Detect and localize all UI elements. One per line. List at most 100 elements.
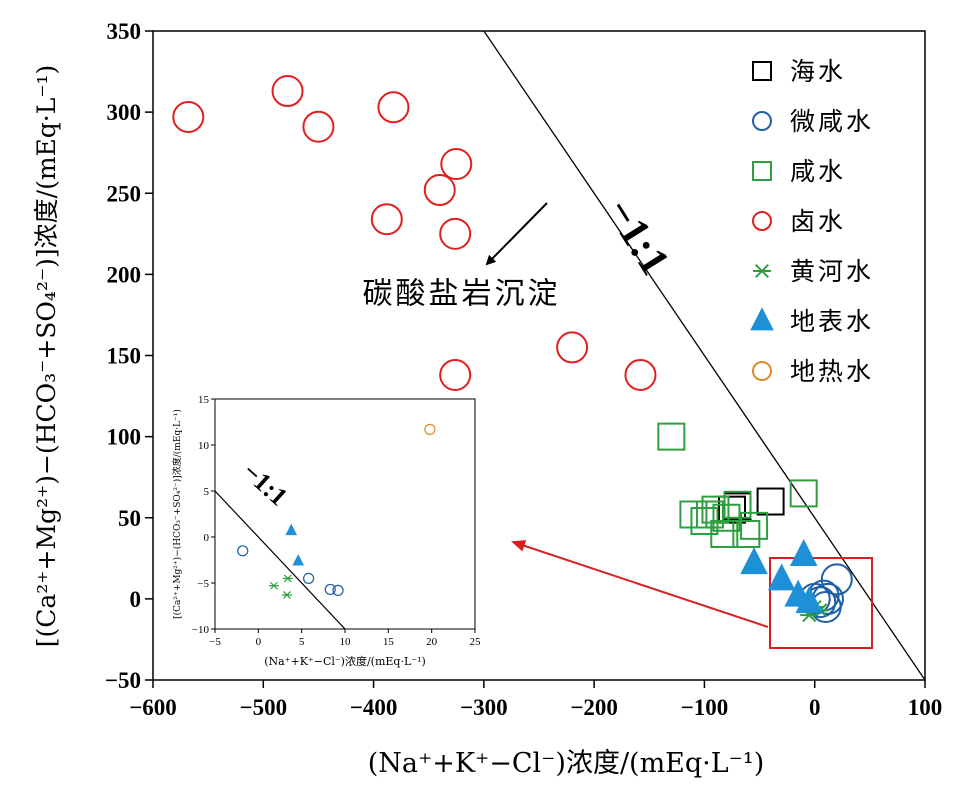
legend-marker	[752, 161, 772, 181]
inset-x-tick-label: 10	[340, 636, 352, 648]
inset-plot-area	[214, 398, 476, 630]
legend-label: 咸水	[790, 157, 846, 186]
x-tick-label: −200	[570, 695, 618, 720]
data-point	[439, 217, 472, 250]
inset-x-tick-label: −5	[209, 636, 221, 648]
main-data-points	[172, 75, 853, 623]
data-point	[302, 110, 335, 143]
x-tick-label: −500	[239, 695, 287, 720]
legend-label: 卤水	[790, 207, 846, 236]
x-tick-label: 100	[908, 695, 943, 720]
inset-data-point	[332, 584, 344, 596]
x-tick-label: −600	[129, 695, 177, 720]
data-point	[789, 539, 818, 567]
inset-x-tick-label: 25	[470, 636, 482, 648]
legend-label: 地表水	[790, 307, 874, 336]
data-point	[795, 586, 824, 614]
legend-marker	[752, 211, 772, 231]
data-point	[710, 519, 739, 548]
x-tick-label: −400	[350, 695, 398, 720]
inset-y-tick-label: 15	[198, 394, 210, 406]
inset-data-point	[268, 581, 279, 590]
y-tick-label: 150	[107, 344, 142, 369]
legend-marker	[752, 111, 772, 131]
legend-marker	[752, 361, 772, 381]
zoom-box	[769, 557, 873, 649]
legend-label: 黄河水	[790, 257, 874, 286]
y-tick-label: 300	[107, 100, 142, 125]
inset-x-tick-label: 15	[383, 636, 395, 648]
data-point	[556, 331, 589, 364]
y-tick-label: 250	[107, 181, 142, 206]
inset-x-axis-title: (Na⁺+K⁺−Cl⁻)浓度/(mEq·L⁻¹)	[264, 654, 426, 668]
data-point	[377, 91, 410, 124]
inset-y-tick-label: 0	[204, 532, 210, 544]
main-axis-ticks: −600 −500 −400 −300 −200 −100 0 100−50050100150…	[105, 19, 942, 720]
data-point	[718, 495, 746, 524]
precipitation-arrow	[485, 202, 548, 266]
inset-data-point	[285, 523, 298, 536]
y-axis-title: [(Ca²⁺+Mg²⁺)−(HCO₃⁻+SO₄²⁻)]浓度/(mEq·L⁻¹)	[32, 65, 61, 648]
data-point	[756, 487, 785, 516]
data-point	[740, 547, 768, 575]
inset-y-axis-title: [(Ca²⁺+Mg²⁺)−(HCO₃⁻+SO₄²⁻)]浓度/(mEq·L⁻¹)	[171, 409, 183, 619]
ratio-label-main: −1:1	[597, 191, 678, 283]
zoom-arrow	[511, 540, 769, 628]
inset-data-point	[324, 583, 336, 596]
y-tick-label: 50	[118, 506, 141, 531]
data-point	[271, 75, 304, 108]
reference-line-inset	[215, 490, 346, 629]
data-point	[370, 203, 403, 236]
data-point	[732, 519, 761, 548]
legend-marker	[752, 61, 772, 81]
inset-y-tick-label: −5	[197, 578, 209, 590]
inset-data-points	[237, 423, 436, 599]
inset-data-point	[282, 574, 293, 583]
x-tick-label: 0	[809, 695, 821, 720]
data-point	[789, 479, 818, 508]
y-tick-label: 0	[130, 587, 142, 612]
inset-data-point	[281, 591, 292, 599]
reference-line-main	[483, 31, 925, 680]
legend-marker	[753, 263, 771, 279]
inset-data-point	[424, 423, 436, 435]
x-tick-label: −100	[681, 695, 729, 720]
y-tick-label: 350	[107, 19, 142, 44]
inset-x-tick-label: 0	[256, 636, 262, 648]
x-tick-label: −300	[460, 695, 508, 720]
data-point	[695, 500, 724, 529]
inset-x-tick-label: 5	[299, 636, 305, 648]
data-point	[820, 563, 853, 596]
data-point	[172, 100, 205, 133]
inset-x-tick-label: 20	[426, 636, 438, 648]
data-point	[624, 358, 657, 391]
data-point	[767, 563, 796, 591]
inset-y-tick-label: −10	[192, 624, 210, 636]
data-point	[679, 500, 708, 529]
legend-label: 微咸水	[790, 107, 874, 136]
data-point	[439, 358, 472, 391]
data-point	[723, 490, 752, 519]
data-point	[701, 495, 730, 524]
inset-data-point	[292, 554, 305, 566]
data-point	[423, 174, 456, 207]
inset-y-tick-label: 5	[204, 486, 210, 498]
inset-y-tick-label: 10	[198, 440, 210, 452]
carbonate-precipitation-label: 碳酸盐岩沉淀	[363, 277, 561, 312]
y-tick-label: 100	[107, 425, 142, 450]
x-axis-title: (Na⁺+K⁺−Cl⁻)浓度/(mEq·L⁻¹)	[368, 748, 765, 779]
inset-data-point	[303, 572, 315, 585]
data-point	[657, 422, 686, 451]
legend-marker	[750, 307, 774, 331]
legend-label: 海水	[790, 57, 846, 86]
inset-data-point	[237, 545, 249, 557]
data-point	[740, 511, 769, 540]
y-tick-label: 200	[107, 262, 142, 287]
legend-label: 地热水	[790, 357, 874, 386]
data-point	[440, 148, 473, 181]
y-tick-label: −50	[105, 668, 141, 693]
